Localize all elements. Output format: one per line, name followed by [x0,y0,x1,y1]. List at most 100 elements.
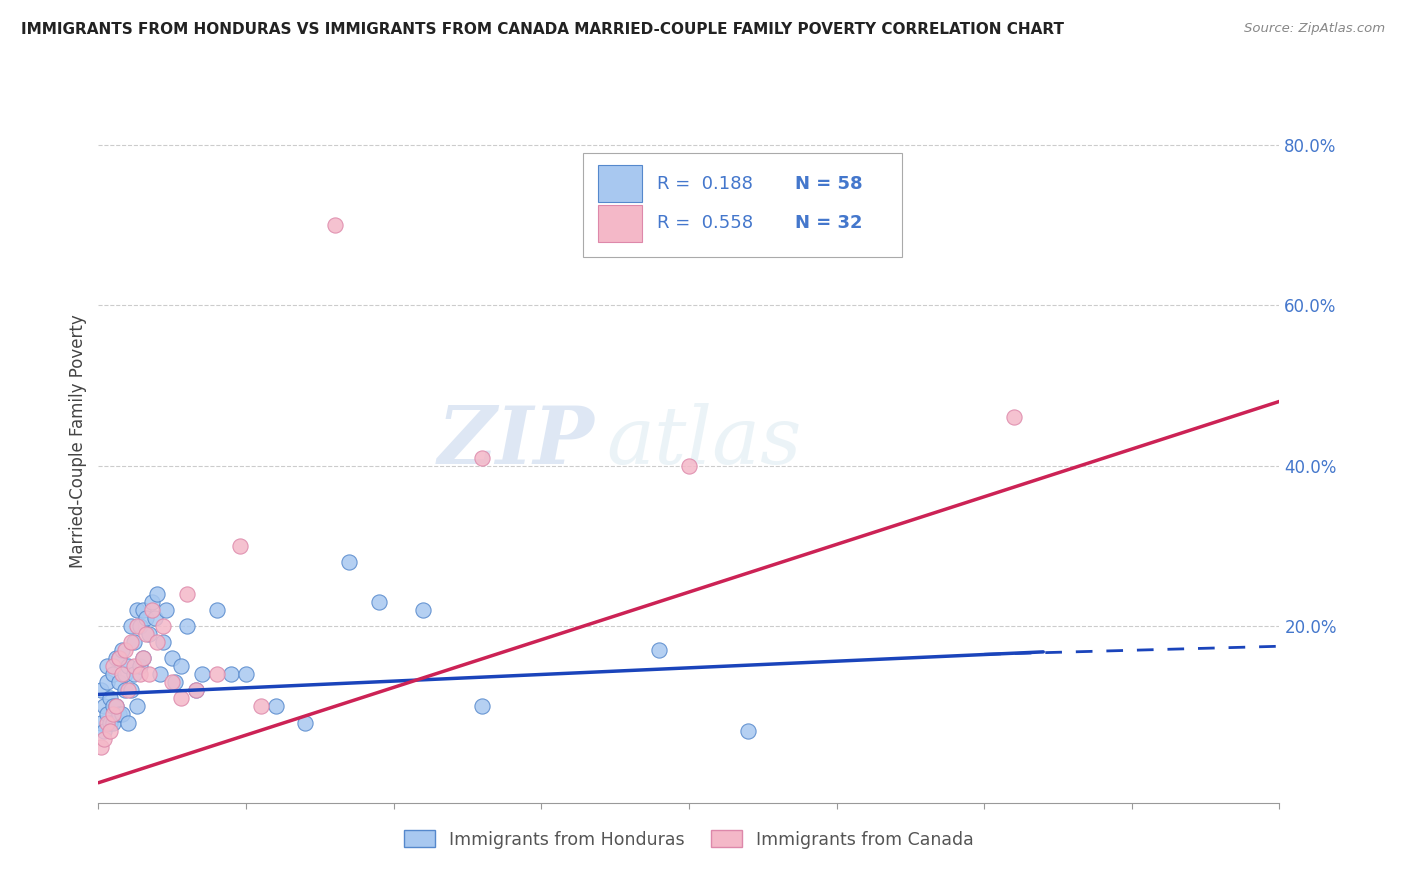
Point [648,643,671,657]
Point [132,651,155,665]
Point [264,699,287,714]
FancyBboxPatch shape [582,153,901,257]
Point [90,683,112,698]
Point [170,691,193,706]
Point [117,715,139,730]
Point [141,603,163,617]
Point [98,691,121,706]
Point [737,723,759,738]
Point [152,619,174,633]
Point [98,715,121,730]
Point [471,450,494,465]
Point [146,587,169,601]
Point [120,635,142,649]
Point [96,675,118,690]
Point [111,643,134,657]
Point [155,603,177,617]
Text: atlas: atlas [606,403,801,480]
Point [146,635,169,649]
Point [138,667,160,681]
Point [96,707,118,722]
Point [117,683,139,698]
Point [96,659,118,673]
Point [678,458,700,473]
Point [105,651,128,665]
Point [205,603,228,617]
Text: N = 32: N = 32 [796,214,863,232]
Point [205,667,228,681]
Point [114,667,136,681]
Point [103,707,125,722]
Point [162,651,183,665]
Point [122,659,145,673]
Point [132,651,155,665]
Point [90,715,112,730]
Point [471,699,494,714]
Point [111,667,134,681]
Point [221,667,243,681]
Point [108,651,131,665]
Point [162,675,183,690]
Point [114,683,136,698]
Point [143,611,166,625]
Point [135,627,157,641]
Text: Source: ZipAtlas.com: Source: ZipAtlas.com [1244,22,1385,36]
Point [90,739,112,754]
Point [103,667,125,681]
Point [138,627,160,641]
Point [125,699,148,714]
Point [105,699,128,714]
Point [122,667,145,681]
Point [117,659,139,673]
Legend: Immigrants from Honduras, Immigrants from Canada: Immigrants from Honduras, Immigrants fro… [396,823,981,855]
Point [122,635,145,649]
Text: ZIP: ZIP [437,403,595,480]
Point [141,595,163,609]
Point [132,603,155,617]
Point [184,683,207,698]
Point [152,635,174,649]
Point [98,723,121,738]
Point [250,699,273,714]
Point [111,707,134,722]
Point [114,643,136,657]
Point [170,659,193,673]
Point [105,699,128,714]
Point [149,667,172,681]
Point [165,675,187,690]
Text: N = 58: N = 58 [796,175,863,193]
Point [323,218,346,232]
FancyBboxPatch shape [598,204,641,242]
Point [368,595,391,609]
FancyBboxPatch shape [598,165,641,202]
Point [1002,410,1025,425]
Point [120,683,142,698]
Point [184,683,207,698]
Point [120,619,142,633]
Point [103,715,125,730]
Point [412,603,434,617]
Point [103,659,125,673]
Y-axis label: Married-Couple Family Poverty: Married-Couple Family Poverty [69,315,87,568]
Point [108,707,131,722]
Point [176,619,198,633]
Point [96,715,118,730]
Point [229,539,252,553]
Point [125,603,148,617]
Point [93,731,115,746]
Point [108,651,131,665]
Point [93,723,115,738]
Text: R =  0.188: R = 0.188 [657,175,754,193]
Point [128,659,150,673]
Point [128,619,150,633]
Point [339,555,361,569]
Point [93,699,115,714]
Point [108,675,131,690]
Point [103,699,125,714]
Point [135,611,157,625]
Point [294,715,316,730]
Text: IMMIGRANTS FROM HONDURAS VS IMMIGRANTS FROM CANADA MARRIED-COUPLE FAMILY POVERTY: IMMIGRANTS FROM HONDURAS VS IMMIGRANTS F… [21,22,1064,37]
Point [191,667,214,681]
Text: R =  0.558: R = 0.558 [657,214,754,232]
Point [125,619,148,633]
